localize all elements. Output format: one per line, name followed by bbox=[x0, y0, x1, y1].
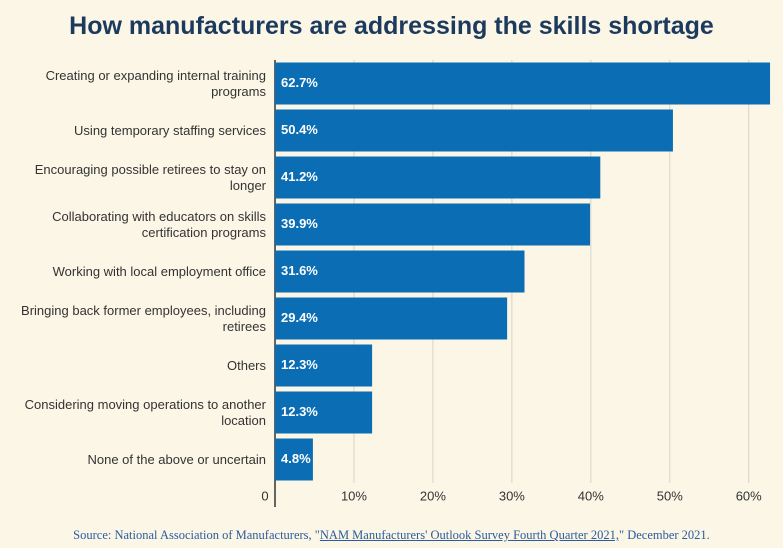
source-suffix: " December 2021. bbox=[618, 528, 710, 542]
bar bbox=[275, 297, 508, 340]
y-tick-label: Using temporary staffing services bbox=[74, 122, 266, 138]
source-link[interactable]: NAM Manufacturers' Outlook Survey Fourth… bbox=[319, 528, 619, 542]
bar bbox=[275, 156, 601, 199]
x-tick-label: 10% bbox=[341, 488, 367, 503]
source-prefix: Source: National Association of Manufact… bbox=[73, 528, 320, 542]
y-tick-label: Considering moving operations to another… bbox=[24, 396, 266, 428]
y-tick-label: Collaborating with educators on skills c… bbox=[52, 208, 266, 240]
x-tick-label: 50% bbox=[657, 488, 683, 503]
y-tick-label: Bringing back former employees, includin… bbox=[21, 302, 266, 334]
value-label: 31.6% bbox=[281, 263, 318, 278]
bar bbox=[275, 391, 373, 434]
bar bbox=[275, 203, 591, 246]
x-tick-label: 20% bbox=[420, 488, 446, 503]
value-label: 62.7% bbox=[281, 75, 318, 90]
x-tick-label: 40% bbox=[578, 488, 604, 503]
value-label: 39.9% bbox=[281, 216, 318, 231]
bar bbox=[275, 438, 313, 481]
source-note: Source: National Association of Manufact… bbox=[0, 528, 783, 543]
bar bbox=[275, 109, 673, 152]
y-tick-label: Encouraging possible retirees to stay on… bbox=[34, 161, 266, 193]
y-tick-label: None of the above or uncertain bbox=[87, 451, 266, 467]
chart-title: How manufacturers are addressing the ski… bbox=[69, 12, 714, 40]
y-tick-label: Working with local employment office bbox=[52, 263, 266, 279]
bar bbox=[275, 344, 373, 387]
x-tick-label: 30% bbox=[499, 488, 525, 503]
value-label: 12.3% bbox=[281, 404, 318, 419]
x-tick-label: 60% bbox=[736, 488, 762, 503]
value-label: 50.4% bbox=[281, 122, 318, 137]
x-tick-label: 0 bbox=[261, 488, 268, 503]
value-label: 29.4% bbox=[281, 310, 318, 325]
bar bbox=[275, 62, 771, 105]
bar bbox=[275, 250, 525, 293]
y-tick-label: Creating or expanding internal training … bbox=[45, 67, 266, 99]
y-tick-label: Others bbox=[226, 357, 266, 373]
value-label: 12.3% bbox=[281, 357, 318, 372]
value-label: 41.2% bbox=[281, 169, 318, 184]
value-label: 4.8% bbox=[281, 451, 311, 466]
